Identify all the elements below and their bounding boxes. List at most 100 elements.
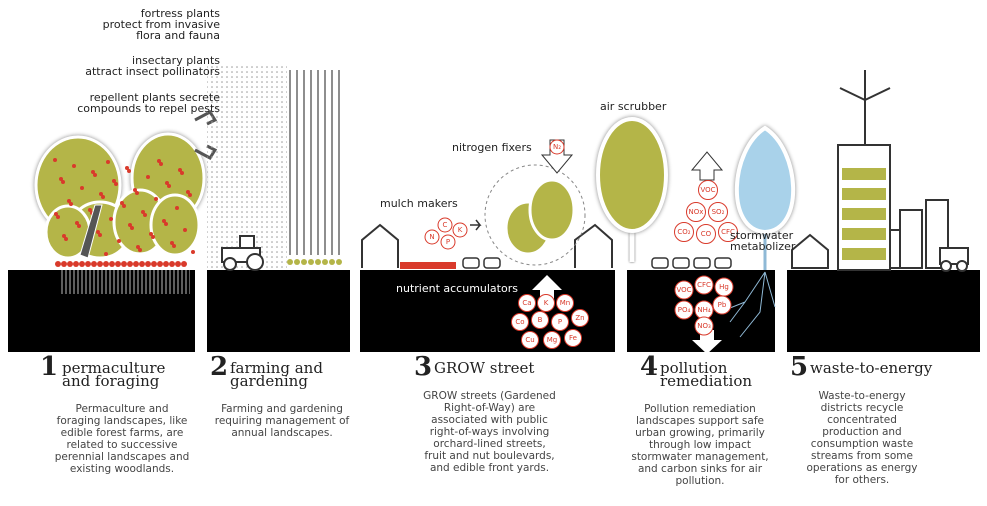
chemical-label: Mg [547,336,557,344]
fruit [157,261,163,267]
fruit [183,228,187,232]
fruit [104,252,108,256]
chemical-label: CO₂ [677,228,690,236]
chemical-label: C [443,221,448,229]
fruit [157,159,161,163]
fruit [133,188,137,192]
panel-number: 5 [790,352,808,382]
fruit [59,177,63,181]
farm-floor [842,168,886,180]
chemical-label: K [458,226,463,234]
fruit [75,221,79,225]
fruit [73,261,79,267]
panel-number: 4 [640,352,658,382]
fruit [67,261,73,267]
chemical-label: Pb [718,301,727,309]
chemical-label: Cu [525,336,534,344]
panel-title: permaculture and foraging [62,362,165,388]
fruit [109,217,113,221]
fruit [79,261,85,267]
panel-title: farming and gardening [230,362,323,388]
fruit [55,261,61,267]
fruit [54,212,58,216]
fruit [169,261,175,267]
chemical-label: P [446,238,450,246]
plant [294,259,300,265]
farm-floor [842,248,886,260]
chemical-label: Zn [575,314,584,322]
fruit [139,261,145,267]
plant [287,259,293,265]
fruit [91,170,95,174]
chemical-label: Fe [569,334,577,342]
chemical-label: K [544,299,549,307]
fruit [85,261,91,267]
fruit [145,261,151,267]
panel-title: pollution remediation [660,362,752,388]
root-zone [60,270,190,294]
fruit [178,168,182,172]
fruit [106,160,110,164]
up-arrow [692,152,722,180]
chemical-label: SO₂ [712,208,725,216]
chemical-label: N [429,233,434,241]
fruit [62,234,66,238]
fruit [149,232,153,236]
fruit [146,175,150,179]
chemical-label: N₂ [553,143,561,151]
fruit [125,166,129,170]
fruit [91,261,97,267]
panel-title: waste-to-energy [810,362,932,375]
fruit [141,210,145,214]
panel-number: 1 [40,352,58,382]
fruit [127,261,133,267]
annotation: fortress plants protect from invasive fl… [103,8,220,41]
farm-floor [842,228,886,240]
panel-number: 2 [210,352,228,382]
mulch-row [400,262,456,269]
fruit [175,206,179,210]
fruit [170,241,174,245]
fruit [133,261,139,267]
panel-title: GROW street [434,362,534,375]
annotation: air scrubber [600,101,666,112]
plant [315,259,321,265]
fruit [165,181,169,185]
panel-description: Farming and gardening requiring manageme… [207,403,357,439]
panel-description: GROW streets (Gardened Right-of-Way) are… [422,390,557,474]
panel-number: 3 [414,352,432,382]
fruit [97,261,103,267]
panel-description: Permaculture and foraging landscapes, li… [52,403,192,475]
fruit [154,197,158,201]
chemical-label: CO [701,230,712,238]
fruit [151,261,157,267]
plant [329,259,335,265]
infographic: N₂CNPKCaKMnCoBPZnCuMgFeVOCNOxSO₂CO₂COCFC… [0,0,987,506]
chemical-label: Co [515,318,524,326]
plant [322,259,328,265]
annotation: nitrogen fixers [452,142,532,153]
crops [287,70,342,265]
annotation: repellent plants secrete compounds to re… [77,92,220,114]
fruit [103,261,109,267]
chemical-label: B [538,316,543,324]
fruit [96,230,100,234]
chemical-label: CFC [697,281,711,289]
fruit [128,223,132,227]
chemical-label: NH₄ [697,306,711,314]
chemical-label: Mn [560,299,570,307]
farm-floor [842,188,886,200]
chemical-label: P [558,318,562,326]
fruit [53,158,57,162]
plant [301,259,307,265]
fruit [117,239,121,243]
fruit [112,179,116,183]
chemical-label: Ca [522,299,531,307]
fruit [67,199,71,203]
mulch-arrow [470,220,480,230]
fruit [162,219,166,223]
annotation: nutrient accumulators [396,283,518,294]
farm-floor [842,208,886,220]
fruit [88,208,92,212]
annotation: stormwater metabolizer [730,230,795,252]
